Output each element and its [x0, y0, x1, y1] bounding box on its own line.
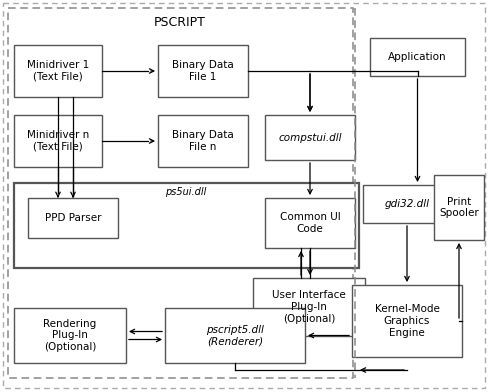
Text: Minidriver 1
(Text File): Minidriver 1 (Text File)	[27, 60, 89, 82]
Text: Rendering
Plug-In
(Optional): Rendering Plug-In (Optional)	[43, 319, 97, 352]
Bar	[8, 8, 353, 378]
Text: Kernel-Mode
Graphics
Engine: Kernel-Mode Graphics Engine	[375, 305, 439, 338]
Text: User Interface
Plug-In
(Optional): User Interface Plug-In (Optional)	[272, 290, 346, 324]
Text: Binary Data
File 1: Binary Data File 1	[172, 60, 234, 82]
Bar	[253, 278, 365, 336]
Text: ps5ui.dll: ps5ui.dll	[165, 187, 206, 197]
Text: pscript5.dll
(Renderer): pscript5.dll (Renderer)	[206, 325, 264, 346]
Bar	[265, 198, 355, 248]
Text: Print
Spooler: Print Spooler	[439, 197, 479, 218]
Bar	[352, 285, 462, 357]
Bar	[14, 45, 102, 97]
Text: Minidriver n
(Text File): Minidriver n (Text File)	[27, 130, 89, 152]
Bar	[14, 183, 359, 268]
Bar	[370, 38, 465, 76]
Bar	[14, 115, 102, 167]
Text: PPD Parser: PPD Parser	[45, 213, 101, 223]
Text: Binary Data
File n: Binary Data File n	[172, 130, 234, 152]
Bar	[165, 308, 305, 363]
Text: gdi32.dll: gdi32.dll	[385, 199, 429, 209]
Bar	[28, 198, 118, 238]
Text: Application: Application	[388, 52, 447, 62]
Text: PSCRIPT: PSCRIPT	[154, 16, 206, 29]
Text: Common UI
Code: Common UI Code	[280, 212, 340, 234]
Bar	[14, 308, 126, 363]
Bar	[158, 115, 248, 167]
Bar	[158, 45, 248, 97]
Bar	[434, 175, 484, 240]
Bar	[265, 115, 355, 160]
Text: compstui.dll: compstui.dll	[278, 132, 342, 143]
Bar	[363, 185, 451, 223]
